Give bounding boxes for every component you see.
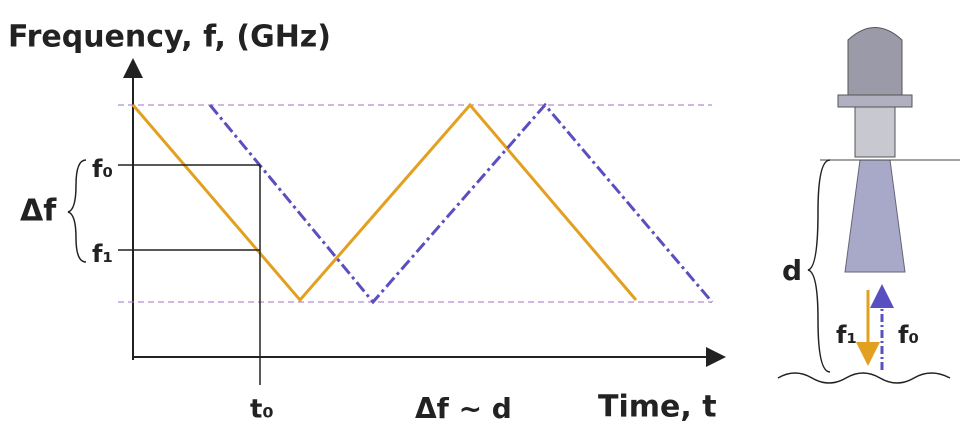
delta-f-brace (67, 159, 87, 263)
receive-label: f₀ (898, 321, 919, 349)
transmitted-signal (131, 102, 638, 303)
f1-label: f₁ (92, 240, 113, 268)
transmit-label: f₁ (836, 321, 857, 349)
received-signal (208, 102, 714, 305)
y-axis-label: Frequency, f, (GHz) (8, 20, 331, 55)
surface-line (777, 372, 951, 384)
t0-label: t₀ (250, 395, 274, 425)
distance-label: d (782, 254, 802, 287)
antenna (837, 27, 913, 273)
x-axis-label: Time, t (598, 390, 717, 425)
relation-label: Δf ~ d (415, 392, 512, 425)
f0-label: f₀ (92, 155, 113, 183)
delta-f-label: Δf (20, 194, 57, 229)
distance-brace (807, 159, 831, 373)
